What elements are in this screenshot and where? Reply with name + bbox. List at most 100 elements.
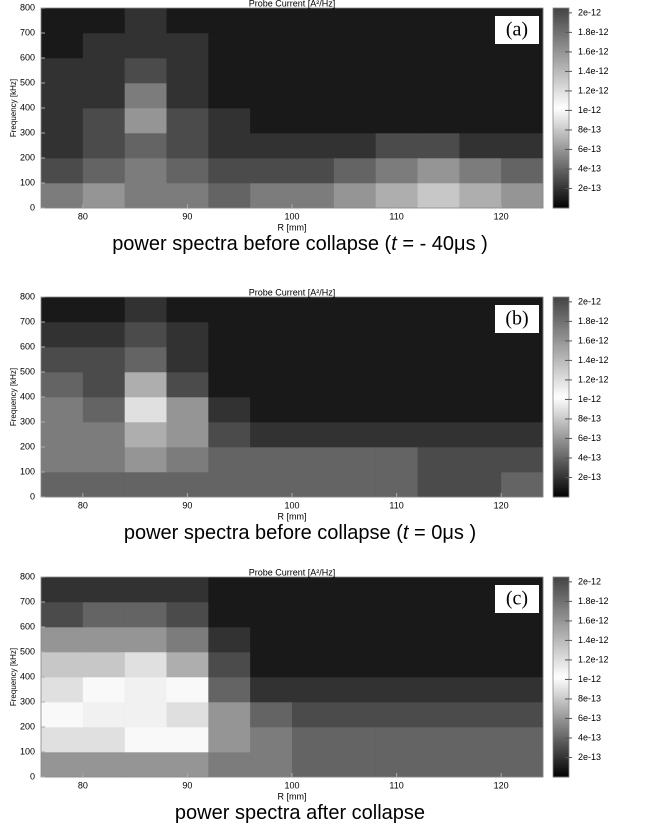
colorbar-step [553,391,569,394]
heatmap-cell [501,652,544,678]
colorbar-step [553,773,569,776]
colorbar-tick-label: 1.4e-12 [578,66,609,76]
heatmap-cell [166,627,209,653]
colorbar-step [553,202,569,205]
heatmap-cell [417,58,460,84]
y-tick-label: 400 [20,102,35,112]
heatmap-cell [333,727,376,753]
colorbar-step [553,697,569,700]
y-tick-label: 400 [20,391,35,401]
colorbar-step [553,681,569,684]
colorbar-step [553,477,569,480]
colorbar-step [553,755,569,758]
heatmap-cell [124,322,167,348]
heatmap-cell [417,602,460,628]
colorbar-step [553,32,569,35]
heatmap-cell [375,677,418,703]
colorbar-step [553,593,569,596]
colorbar-step [553,725,569,728]
y-tick-label: 100 [20,746,35,756]
colorbar-step [553,677,569,680]
heatmap-cell [459,8,502,34]
heatmap-cell [333,83,376,109]
heatmap-cell [333,447,376,473]
caption-part: power spectra after collapse [175,802,425,824]
heatmap-cell [250,83,293,109]
heatmap-cell [82,752,125,778]
caption: power spectra before collapse (t = 0μs ) [124,522,476,544]
heatmap-cell [124,577,167,603]
caption: power spectra after collapse [175,802,425,824]
colorbar-step [553,465,569,468]
heatmap-cell [166,158,209,184]
colorbar-step [553,357,569,360]
colorbar-tick-label: 8e-13 [578,124,601,134]
colorbar-tick-label: 2e-13 [578,752,601,762]
colorbar-tick-label: 1e-12 [578,394,601,404]
colorbar-step [553,471,569,474]
colorbar-step [553,64,569,67]
y-tick-label: 800 [20,2,35,12]
heatmap-cell [375,322,418,348]
colorbar-step [553,407,569,410]
colorbar-step [553,701,569,704]
heatmap-cell [124,652,167,678]
heatmap-cell [375,577,418,603]
x-tick-label: 80 [78,500,88,510]
colorbar-step [553,611,569,614]
colorbar-step [553,669,569,672]
heatmap-cell [41,108,84,134]
heatmap-cell [459,372,502,398]
colorbar-step [553,58,569,61]
heatmap-cell [501,183,544,209]
heatmap-cell [41,677,84,703]
colorbar-step [553,106,569,109]
heatmap-cell [292,33,335,59]
colorbar-step [553,172,569,175]
colorbar-step [553,365,569,368]
colorbar-step [553,327,569,330]
colorbar-step [553,651,569,654]
colorbar-step [553,463,569,466]
heatmap-cell [333,347,376,373]
heatmap-cell [417,83,460,109]
heatmap-cell [459,472,502,498]
heatmap-cell [417,33,460,59]
colorbar-step [553,413,569,416]
heatmap-cell [41,652,84,678]
heatmap-cell [41,8,84,34]
heatmap-cell [292,183,335,209]
heatmap-cell [250,58,293,84]
colorbar-tick-label: 6e-13 [578,144,601,154]
heatmap-cell [459,322,502,348]
heatmap-cell [82,158,125,184]
colorbar-step [553,719,569,722]
colorbar-step [553,50,569,53]
y-axis-label: Frequency [kHz] [9,79,18,137]
heatmap-cell [124,752,167,778]
colorbar-step [553,200,569,203]
colorbar-step [553,353,569,356]
colorbar-step [553,361,569,364]
heatmap-cell [292,158,335,184]
colorbar-tick-label: 1.6e-12 [578,615,609,625]
colorbar-step [553,621,569,624]
colorbar-step [553,56,569,59]
y-tick-label: 0 [30,491,35,501]
colorbar-step [553,72,569,75]
colorbar-step [553,387,569,390]
colorbar-step [553,671,569,674]
heatmap-cell [292,372,335,398]
y-tick-label: 100 [20,466,35,476]
colorbar-step [553,437,569,440]
heatmap-cell [333,702,376,728]
y-tick-label: 400 [20,671,35,681]
colorbar-step [553,389,569,392]
heatmap-cell [375,727,418,753]
colorbar-step [553,22,569,25]
colorbar-step [553,309,569,312]
colorbar-step [553,423,569,426]
heatmap-cell [250,727,293,753]
colorbar-step [553,589,569,592]
heatmap-cell [459,58,502,84]
